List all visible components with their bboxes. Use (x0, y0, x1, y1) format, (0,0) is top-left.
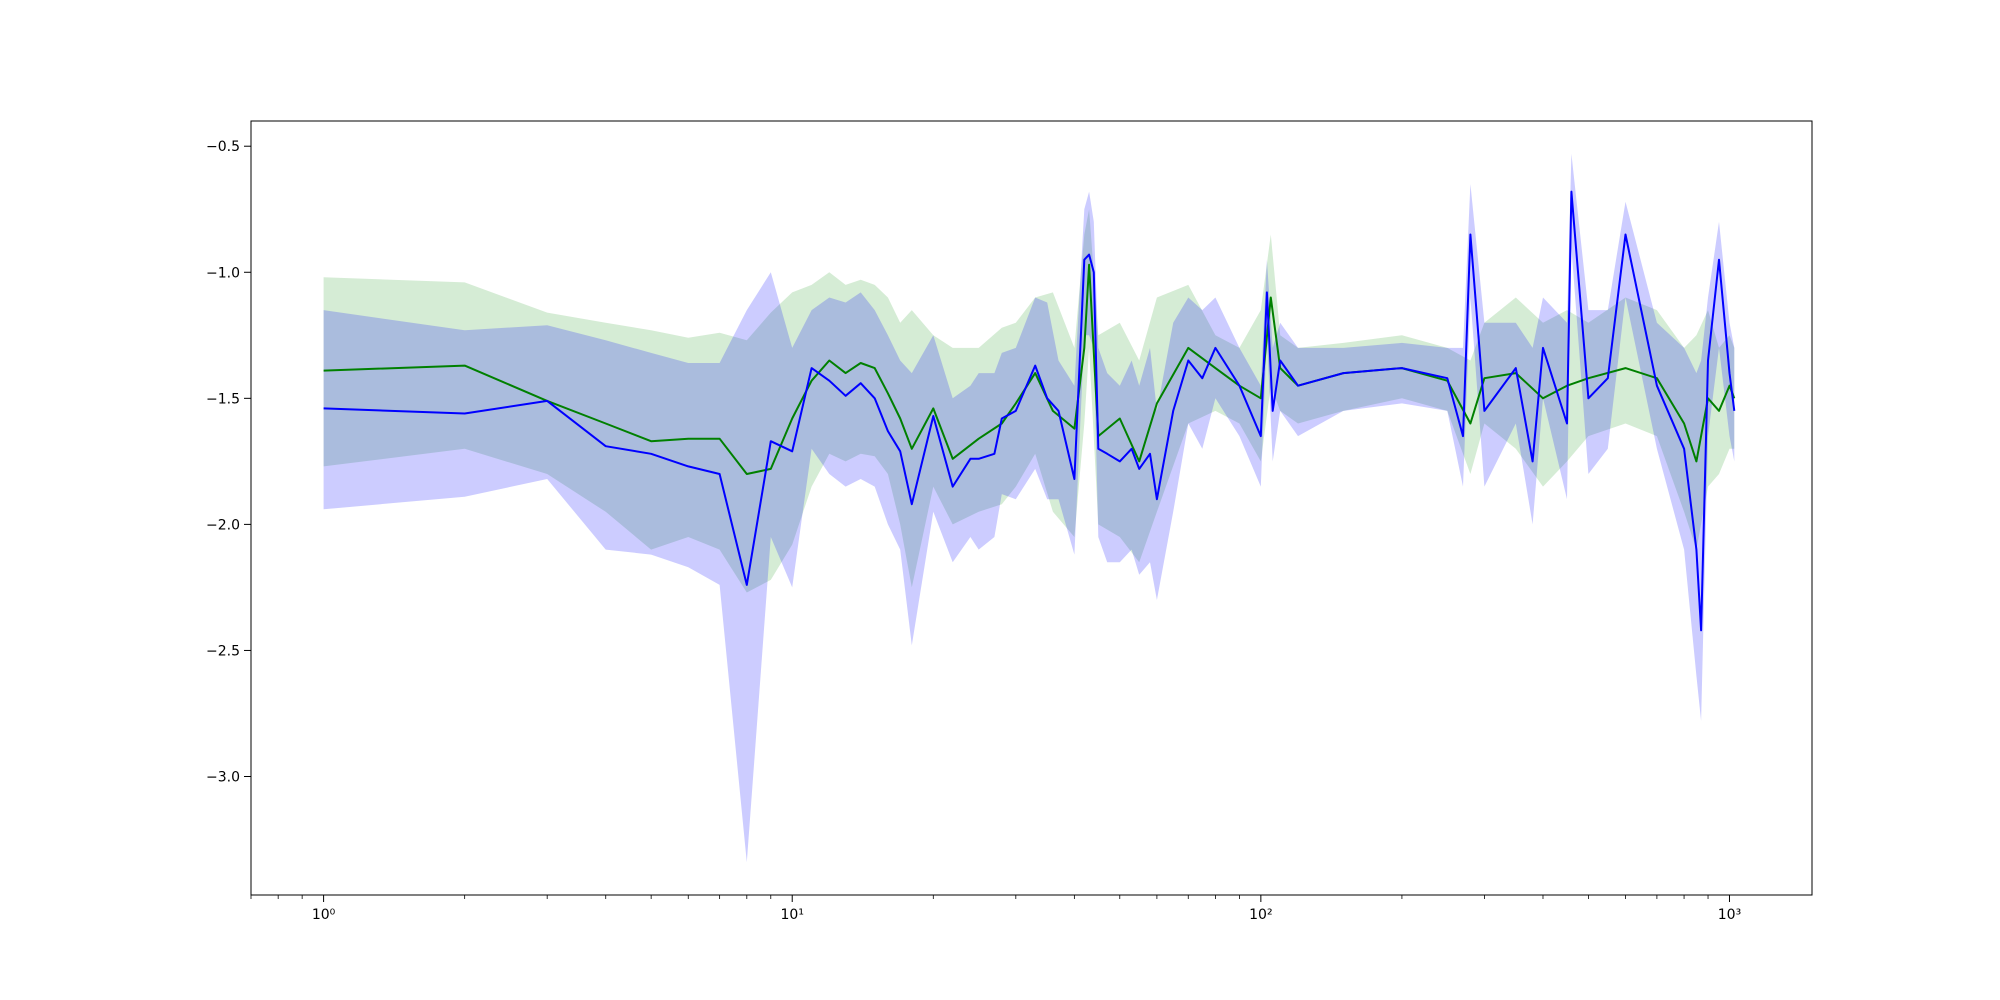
y-tick-label: −2.0 (206, 517, 240, 533)
x-tick-label: 10⁰ (312, 907, 336, 923)
x-tick-label: 10³ (1718, 907, 1741, 923)
series-lines (323, 190, 1736, 632)
x-tick-label: 10¹ (781, 907, 804, 923)
x-tick-label: 10² (1249, 907, 1272, 923)
series-1-line (323, 263, 1736, 475)
confidence-bands (323, 153, 1735, 863)
y-tick-label: −2.5 (206, 643, 240, 659)
series-2-band (323, 153, 1735, 863)
y-tick-label: −1.5 (206, 391, 240, 407)
series-1-band (323, 209, 1735, 593)
axes-frame (250, 120, 1813, 896)
x-axis-ticks: 10⁰ 10¹ 10² 10³ (250, 895, 1741, 923)
y-axis-ticks: −0.5 −1.0 −1.5 −2.0 −2.5 −3.0 (206, 139, 251, 786)
y-tick-label: −0.5 (206, 139, 240, 155)
y-tick-label: −1.0 (206, 265, 240, 281)
y-tick-label: −3.0 (206, 770, 240, 786)
series-2-line (323, 190, 1736, 632)
